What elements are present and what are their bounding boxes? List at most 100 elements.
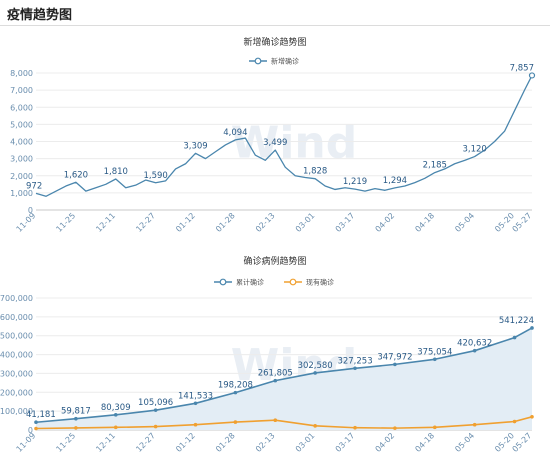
chart2-x-tick-14: 05-27 xyxy=(511,431,534,454)
chart1-x-tick-11: 04-18 xyxy=(413,211,436,234)
chart2-legend-label-1: 累计确诊 xyxy=(236,278,264,287)
chart2-series-2-point-9[interactable] xyxy=(353,425,357,430)
chart1-data-label-5: 3,309 xyxy=(183,141,207,151)
chart1-legend-label-1: 新增确诊 xyxy=(271,57,299,66)
chart2-series-2-point-10[interactable] xyxy=(393,426,397,430)
chart2-data-label-8: 302,580 xyxy=(298,361,333,371)
chart2-legend-marker-1 xyxy=(219,278,227,286)
chart2-series-1-point-11[interactable] xyxy=(432,357,437,362)
chart1-x-tick-3: 12-11 xyxy=(94,211,117,234)
chart1-data-label-10: 1,294 xyxy=(383,176,407,186)
chart2-series-2-point-6[interactable] xyxy=(233,420,238,424)
chart1-data-label-4: 1,590 xyxy=(143,171,167,181)
chart2-title: 确诊病例趋势图 xyxy=(243,255,306,267)
chart2-series-1-point-14[interactable] xyxy=(530,326,534,330)
chart1-data-label-12: 3,120 xyxy=(463,145,487,155)
chart2-data-label-9: 327,253 xyxy=(337,356,372,366)
chart2-legend-label-2: 现有确诊 xyxy=(306,278,334,287)
chart2-x-tick-4: 12-27 xyxy=(134,431,157,454)
chart2-data-label-2: 59,817 xyxy=(61,407,91,417)
chart2-data-label-7: 261,805 xyxy=(258,369,293,379)
chart1-x-tick-5: 01-12 xyxy=(174,211,197,234)
chart2-series-2-point-1[interactable] xyxy=(34,426,38,431)
chart2-x-tick-2: 11-25 xyxy=(54,431,77,454)
chart1-y-tick-5: 4,000 xyxy=(10,138,33,147)
chart1-x-tick-8: 03-01 xyxy=(294,211,317,234)
chart1-data-label-7: 3,499 xyxy=(263,138,287,148)
chart2-series-1-point-5[interactable] xyxy=(193,401,198,406)
chart2-data-label-6: 198,208 xyxy=(218,381,253,391)
chart2-series-2-point-2[interactable] xyxy=(74,426,78,430)
chart2-series-1-point-4[interactable] xyxy=(153,408,158,412)
chart2-series-1-point-2[interactable] xyxy=(74,416,78,421)
chart2-series-2-point-4[interactable] xyxy=(153,424,158,429)
chart2-series-1-point-10[interactable] xyxy=(393,362,397,367)
chart1-data-label-8: 1,828 xyxy=(303,167,327,177)
chart1-data-label-2: 1,620 xyxy=(64,170,88,180)
chart2-x-tick-5: 01-12 xyxy=(174,431,197,454)
chart2-series-2-line xyxy=(35,416,533,430)
chart1-x-tick-4: 12-27 xyxy=(134,211,157,234)
chart1-legend-item-1[interactable]: 新增确诊 xyxy=(249,57,299,66)
chart2-y-tick-7: 600,000 xyxy=(0,313,33,322)
chart2-y-tick-5: 400,000 xyxy=(0,351,33,360)
chart2-series-1-point-8[interactable] xyxy=(313,371,317,375)
chart2-series-2-point-12[interactable] xyxy=(472,422,477,427)
chart2-series-1-point-7[interactable] xyxy=(273,378,278,383)
chart2-x-tick-1: 11-09 xyxy=(15,431,38,454)
chart2-series-2-point-11[interactable] xyxy=(432,425,437,430)
chart2-x-tick-7: 02-13 xyxy=(254,431,277,454)
chart1-data-label-9: 1,219 xyxy=(343,177,367,187)
chart2-series-2-point-8[interactable] xyxy=(313,424,317,428)
chart2-series-1-line xyxy=(35,327,533,424)
chart2-x-tick-11: 04-18 xyxy=(413,431,436,454)
chart1-title: 新增确诊趋势图 xyxy=(243,36,306,48)
chart1-y-tick-7: 6,000 xyxy=(10,103,33,112)
chart1-x-tick-9: 03-17 xyxy=(334,211,357,234)
chart1-end-marker[interactable] xyxy=(528,72,536,79)
chart2-series-1-point-12[interactable] xyxy=(472,348,477,353)
chart1-x-tick-6: 01-28 xyxy=(214,211,237,234)
chart2-y-tick-8: 700,000 xyxy=(0,294,33,303)
chart2-y-tick-1: 0 xyxy=(28,426,33,435)
chart2-legend-item-2[interactable]: 现有确诊 xyxy=(284,278,334,287)
chart1-y-tick-3: 2,000 xyxy=(10,172,33,181)
chart2-series-2-point-7[interactable] xyxy=(273,418,278,422)
chart1-x-tick-2: 11-25 xyxy=(54,211,77,234)
chart2-data-label-3: 80,309 xyxy=(101,403,131,413)
chart1-y-tick-6: 5,000 xyxy=(10,120,33,129)
chart1-series-1-line xyxy=(35,75,533,197)
page-title: 疫情趋势图 xyxy=(7,8,73,23)
chart2-data-label-4: 105,096 xyxy=(138,398,173,408)
chart1-y-tick-2: 1,000 xyxy=(10,189,33,198)
chart2-data-label-12: 420,632 xyxy=(457,339,492,349)
chart2-series-1-point-13[interactable] xyxy=(512,335,517,340)
chart2-series-2-point-5[interactable] xyxy=(193,422,198,427)
chart2-legend-item-1[interactable]: 累计确诊 xyxy=(214,278,264,287)
chart2-series-1-point-3[interactable] xyxy=(113,413,118,417)
chart2-x-tick-9: 03-17 xyxy=(334,431,357,454)
chart2-series-1-point-9[interactable] xyxy=(353,366,357,371)
chart1-data-label-3: 1,810 xyxy=(104,167,128,177)
chart2-series-2-point-3[interactable] xyxy=(113,425,118,430)
chart2-x-tick-3: 12-11 xyxy=(94,431,117,454)
chart1-y-tick-8: 7,000 xyxy=(10,86,33,95)
chart2-data-label-11: 375,054 xyxy=(417,347,452,357)
chart2-series-1-point-1[interactable] xyxy=(34,420,38,425)
chart1-x-tick-7: 02-13 xyxy=(254,211,277,234)
chart2-y-tick-4: 300,000 xyxy=(0,369,33,378)
chart2-series-1-point-6[interactable] xyxy=(233,390,238,395)
chart1-data-label-13: 7,857 xyxy=(510,63,534,73)
chart2-x-tick-6: 01-28 xyxy=(214,431,237,454)
chart2-series-2-point-13[interactable] xyxy=(512,419,517,424)
chart1-x-tick-12: 05-04 xyxy=(453,211,476,234)
chart1-y-tick-4: 3,000 xyxy=(10,155,33,164)
chart2-y-tick-6: 500,000 xyxy=(0,332,33,341)
chart2-series-2-point-14[interactable] xyxy=(530,415,534,419)
chart1-data-label-11: 2,185 xyxy=(423,161,447,171)
chart2-data-label-1: 41,181 xyxy=(26,410,56,420)
chart1-y-tick-9: 8,000 xyxy=(10,69,33,78)
chart1-watermark: Wind xyxy=(231,118,357,169)
